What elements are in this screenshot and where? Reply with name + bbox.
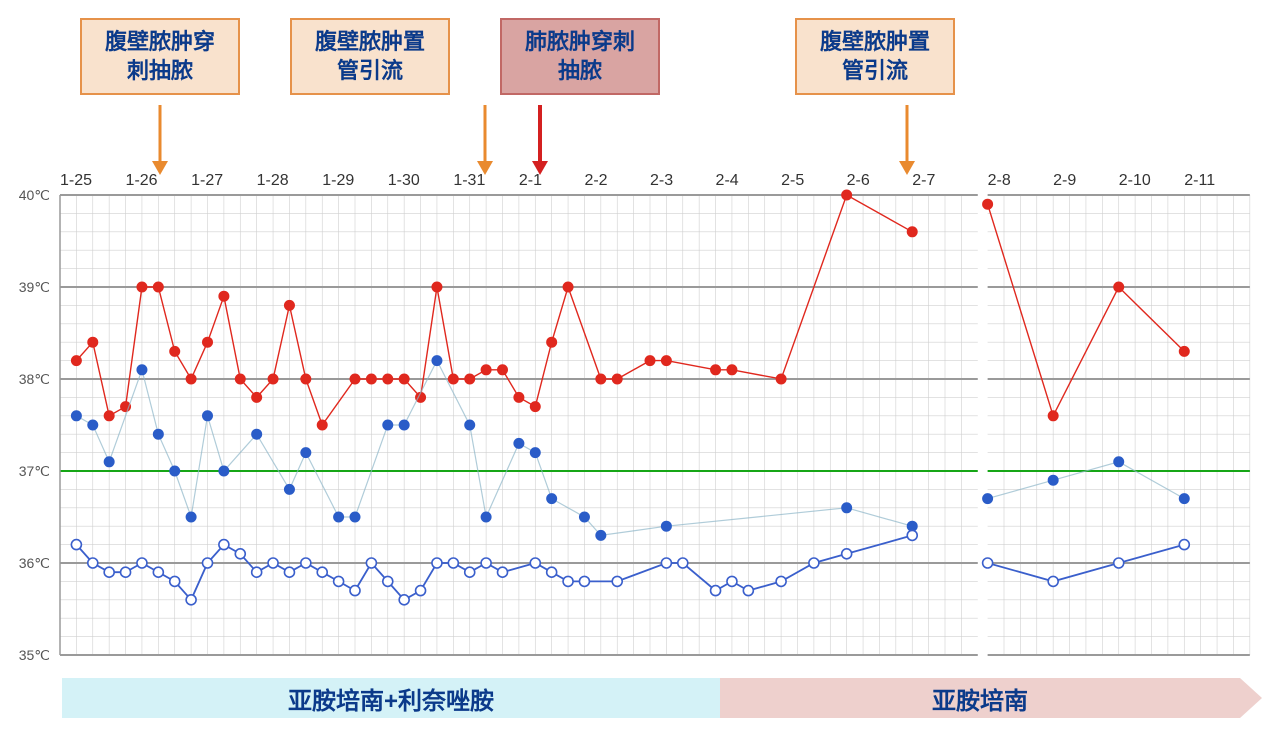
svg-text:39℃: 39℃ xyxy=(19,279,50,295)
grid-minor xyxy=(60,195,1250,655)
date-label: 1-25 xyxy=(60,172,92,189)
date-label: 1-30 xyxy=(388,172,420,189)
date-label: 2-10 xyxy=(1119,172,1151,189)
date-label: 2-9 xyxy=(1053,172,1076,189)
date-label: 1-27 xyxy=(191,172,223,189)
series-blue-hollow xyxy=(71,530,1189,604)
date-label: 2-6 xyxy=(847,172,870,189)
med-2-arrowhead xyxy=(1240,678,1262,718)
series-red-temp xyxy=(71,190,1189,430)
svg-text:36℃: 36℃ xyxy=(19,555,50,571)
date-label: 2-5 xyxy=(781,172,804,189)
date-label: 1-31 xyxy=(453,172,485,189)
date-label: 2-3 xyxy=(650,172,673,189)
temperature-chart: 35℃ 36℃ 37℃ 38℃ 39℃ 40℃ 1-25 1-26 1-27 1-28 1-29 1-… xyxy=(0,0,1283,735)
svg-text:35℃: 35℃ xyxy=(19,647,50,663)
svg-text:37℃: 37℃ xyxy=(19,463,50,479)
med-2: 亚胺培南 xyxy=(720,678,1240,718)
figure: 腹壁脓肿穿 刺抽脓腹壁脓肿置 管引流肺脓肿穿刺 抽脓腹壁脓肿置 管引流 35℃3… xyxy=(0,0,1283,735)
date-label: 1-29 xyxy=(322,172,354,189)
date-label: 1-26 xyxy=(126,172,158,189)
date-label: 1-28 xyxy=(257,172,289,189)
med-1: 亚胺培南+利奈唑胺 xyxy=(62,678,720,718)
svg-text:38℃: 38℃ xyxy=(19,371,50,387)
date-label: 2-2 xyxy=(584,172,607,189)
chart-gap xyxy=(978,193,988,657)
svg-text:40℃: 40℃ xyxy=(19,187,50,203)
date-label: 2-11 xyxy=(1184,172,1215,189)
date-label: 2-1 xyxy=(519,172,542,189)
date-label: 2-7 xyxy=(912,172,935,189)
date-label: 2-8 xyxy=(988,172,1011,189)
date-label: 2-4 xyxy=(716,172,739,189)
